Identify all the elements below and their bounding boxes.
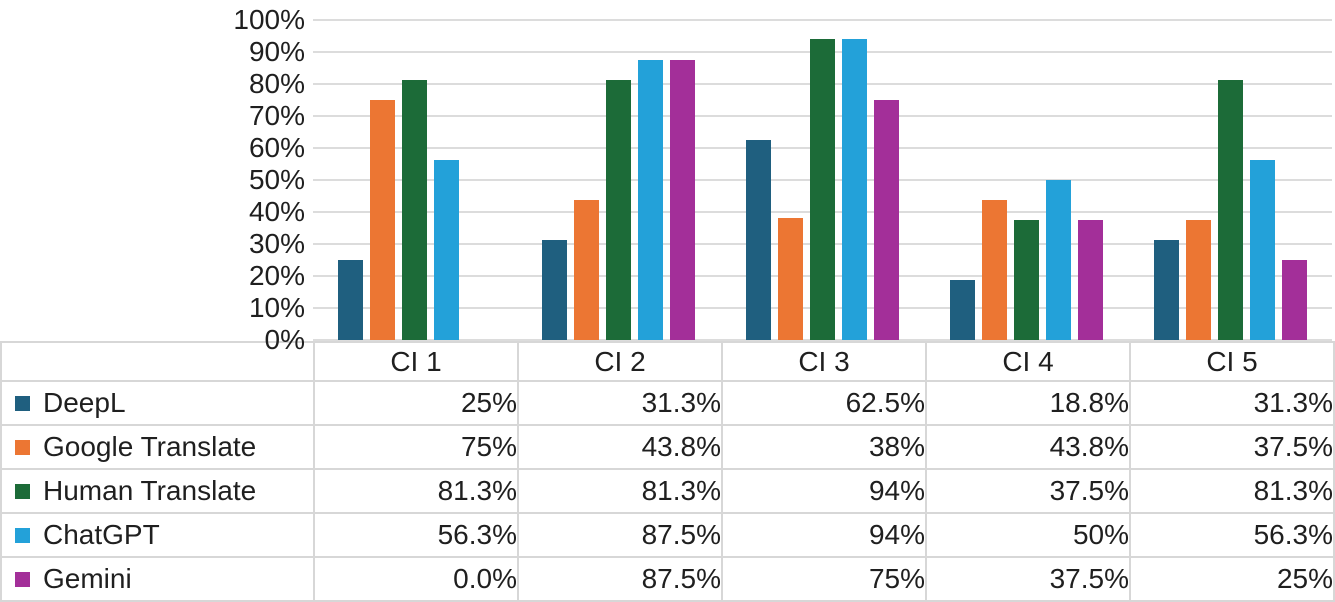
value-cell: 0.0% (313, 556, 519, 602)
bar-human-translate (606, 79, 632, 340)
bar-gemini (1077, 220, 1103, 340)
bar-google-translate (574, 199, 600, 340)
bar-google-translate (981, 199, 1007, 340)
series-label: ChatGPT (43, 519, 160, 550)
category-header: CI 4 (925, 341, 1131, 382)
value-cell: 43.8% (925, 424, 1131, 470)
y-axis-tick-label: 70% (248, 100, 305, 131)
value-cell: 31.3% (1129, 380, 1335, 426)
y-axis-tick-label: 90% (248, 36, 305, 67)
value-cell: 37.5% (925, 468, 1131, 514)
value-cell: 43.8% (517, 424, 723, 470)
bar-deepl (1153, 239, 1179, 340)
bar-google-translate (1185, 220, 1211, 340)
legend-swatch-icon (15, 395, 30, 411)
series-label: Gemini (43, 563, 132, 594)
y-axis-tick-label: 100% (233, 4, 305, 35)
value-cell: 81.3% (1129, 468, 1335, 514)
legend-swatch-icon (15, 527, 30, 543)
y-axis-tick-label: 30% (248, 228, 305, 259)
legend-cell: ChatGPT (0, 512, 315, 558)
bar-deepl (949, 279, 975, 340)
category-header: CI 1 (313, 341, 519, 382)
y-axis-tick-label: 60% (248, 132, 305, 163)
table-row: DeepL 25% 31.3% 62.5% 18.8% 31.3% (0, 380, 1335, 426)
value-cell: 87.5% (517, 512, 723, 558)
table-row: Gemini 0.0% 87.5% 75% 37.5% 25% (0, 556, 1335, 602)
legend-swatch-icon (15, 483, 30, 499)
value-cell: 94% (721, 468, 927, 514)
bar-chatgpt (842, 39, 867, 340)
bar-human-translate (810, 39, 835, 340)
value-cell: 25% (1129, 556, 1335, 602)
bar-gemini (670, 60, 696, 340)
gridline (313, 19, 1332, 21)
value-cell: 18.8% (925, 380, 1131, 426)
legend-swatch-icon (15, 439, 30, 455)
legend-cell: DeepL (0, 380, 315, 426)
y-axis-tick-label: 10% (248, 292, 305, 323)
table-header-row: CI 1 CI 2 CI 3 CI 4 CI 5 (0, 341, 1335, 382)
value-cell: 31.3% (517, 380, 723, 426)
table-corner-cell (0, 341, 315, 382)
bar-gemini (1281, 260, 1307, 340)
bar-human-translate (402, 79, 428, 340)
value-cell: 75% (721, 556, 927, 602)
y-axis-tick-label: 40% (248, 196, 305, 227)
legend-entry: DeepL (3, 387, 312, 419)
y-axis-tick-label: 50% (248, 164, 305, 195)
legend-entry: ChatGPT (3, 519, 312, 551)
data-table-body: CI 1 CI 2 CI 3 CI 4 CI 5 DeepL 25% 31.3% 62.5% 18… (0, 341, 1335, 602)
table-row: ChatGPT 56.3% 87.5% 94% 50% 56.3% (0, 512, 1335, 558)
bar-chatgpt (434, 159, 460, 340)
bar-google-translate (370, 100, 396, 340)
value-cell: 81.3% (313, 468, 519, 514)
table-row: Human Translate 81.3% 81.3% 94% 37.5% 81.3% (0, 468, 1335, 514)
value-cell: 37.5% (1129, 424, 1335, 470)
bar-chart: 100% 90% 80% 70% 60% 50% 40% 30% 20% 10% 0% (233, 4, 1332, 354)
y-axis-tick-label: 0% (264, 324, 305, 355)
category-header: CI 5 (1129, 341, 1335, 382)
value-cell: 37.5% (925, 556, 1131, 602)
legend-cell: Google Translate (0, 424, 315, 470)
bar-gemini (874, 100, 899, 340)
legend-cell: Human Translate (0, 468, 315, 514)
bar-human-translate (1217, 79, 1243, 340)
series-label: DeepL (43, 387, 126, 418)
value-cell: 62.5% (721, 380, 927, 426)
legend-entry: Human Translate (3, 475, 312, 507)
value-cell: 87.5% (517, 556, 723, 602)
table-row: Google Translate 75% 43.8% 38% 43.8% 37.5% (0, 424, 1335, 470)
bar-chatgpt (1249, 159, 1275, 340)
y-axis-tick-label: 80% (248, 68, 305, 99)
value-cell: 38% (721, 424, 927, 470)
bar-human-translate (1013, 220, 1039, 340)
legend-entry: Google Translate (3, 431, 312, 463)
value-cell: 94% (721, 512, 927, 558)
series-label: Human Translate (43, 475, 257, 506)
value-cell: 56.3% (1129, 512, 1335, 558)
bar-google-translate (778, 218, 803, 340)
legend-swatch-icon (15, 571, 30, 587)
bar-deepl (746, 140, 771, 340)
legend-entry: Gemini (3, 563, 312, 595)
value-cell: 81.3% (517, 468, 723, 514)
y-axis-tick-label: 20% (248, 260, 305, 291)
bar-chatgpt (638, 60, 664, 340)
category-header: CI 2 (517, 341, 723, 382)
value-cell: 50% (925, 512, 1131, 558)
value-cell: 25% (313, 380, 519, 426)
gridline (313, 339, 1332, 341)
legend-cell: Gemini (0, 556, 315, 602)
bar-deepl (542, 239, 568, 340)
series-label: Google Translate (43, 431, 257, 462)
bar-deepl (338, 260, 364, 340)
value-cell: 75% (313, 424, 519, 470)
category-header: CI 3 (721, 341, 927, 382)
data-table: CI 1 CI 2 CI 3 CI 4 CI 5 DeepL 25% 31.3% 62.5% 18… (0, 341, 1335, 602)
value-cell: 56.3% (313, 512, 519, 558)
bar-chatgpt (1045, 180, 1071, 340)
